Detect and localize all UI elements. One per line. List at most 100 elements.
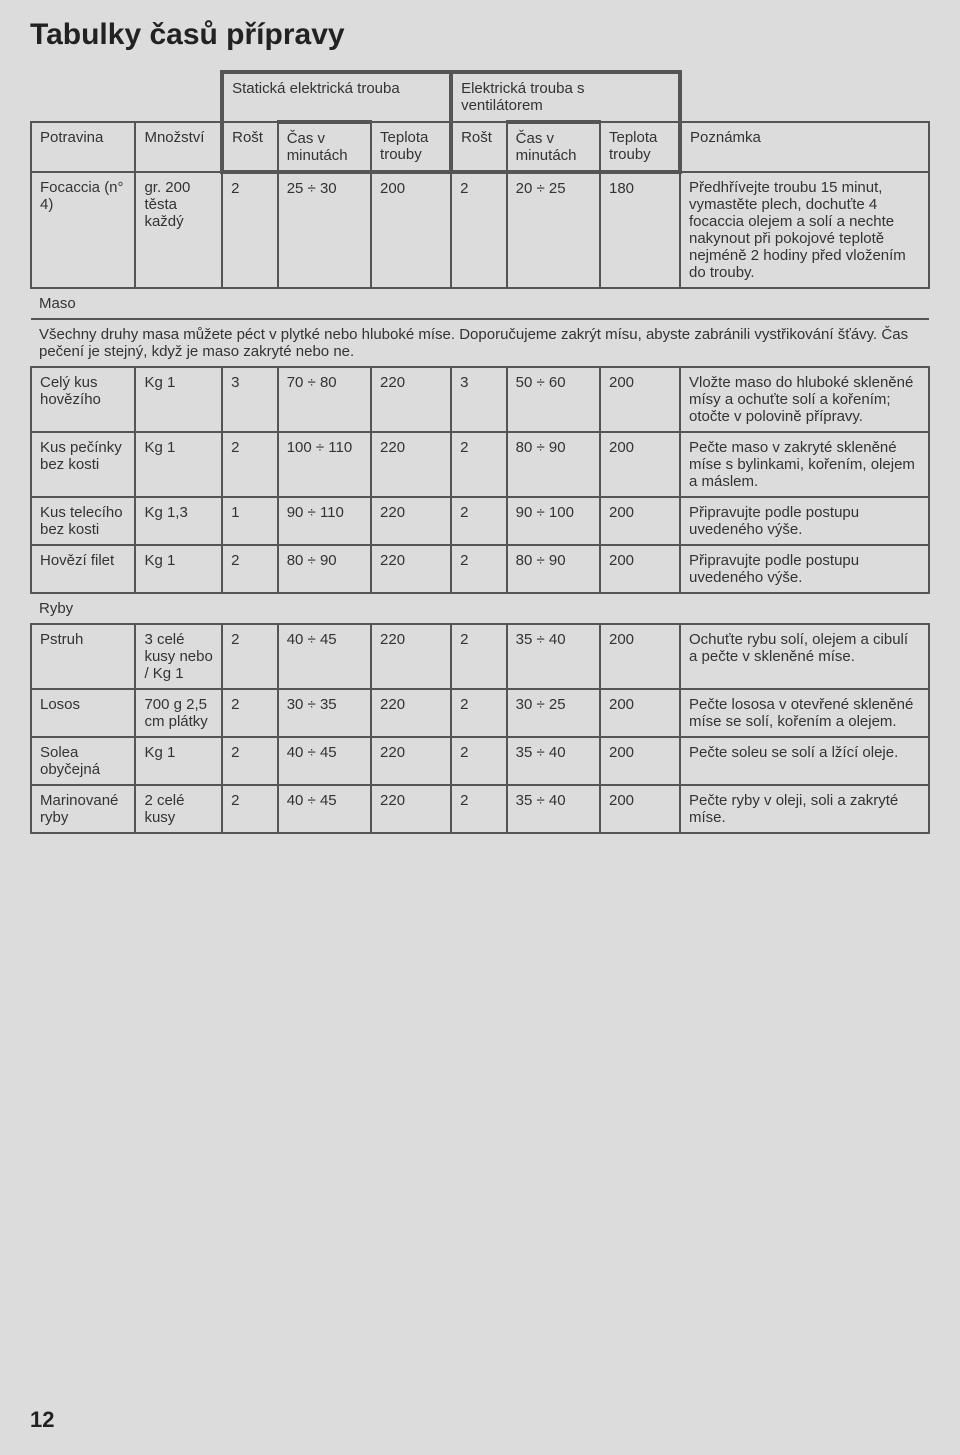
col-food: Potravina — [31, 122, 135, 172]
cell-temp: 180 — [600, 172, 680, 288]
cell-rack: 2 — [451, 172, 507, 288]
group-static-header: Statická elektrická trouba — [222, 72, 451, 122]
section-row: Maso — [31, 288, 929, 319]
cell-rack: 2 — [222, 172, 278, 288]
page-number: 12 — [30, 1407, 54, 1433]
table-row: Pstruh 3 celé kusy nebo / Kg 1 2 40 ÷ 45… — [31, 624, 929, 689]
cell-food: Pstruh — [31, 624, 135, 689]
cell-time: 50 ÷ 60 — [507, 367, 600, 432]
cell-temp: 200 — [600, 689, 680, 737]
cell-temp: 220 — [371, 624, 451, 689]
cell-qty: Kg 1 — [135, 432, 222, 497]
cell-rack: 3 — [222, 367, 278, 432]
cell-rack: 2 — [222, 689, 278, 737]
cell-note: Vložte maso do hluboké skleněné mísy a o… — [680, 367, 929, 432]
col-time: Čas v minutách — [507, 122, 600, 172]
cell-qty: gr. 200 těsta každý — [135, 172, 222, 288]
group-fan-header: Elektrická trouba s ventilátorem — [451, 72, 680, 122]
cell-temp: 220 — [371, 689, 451, 737]
cell-temp: 220 — [371, 737, 451, 785]
cell-qty: Kg 1 — [135, 367, 222, 432]
cell-note: Připravujte podle postupu uvedeného výše… — [680, 545, 929, 593]
cell-time: 40 ÷ 45 — [278, 785, 371, 833]
table-row: Losos 700 g 2,5 cm plátky 2 30 ÷ 35 220 … — [31, 689, 929, 737]
cell-temp: 200 — [371, 172, 451, 288]
page: Tabulky časů přípravy Statická elektrick… — [0, 0, 960, 1455]
cell-food: Hovězí filet — [31, 545, 135, 593]
cell-rack: 1 — [222, 497, 278, 545]
cell-food: Losos — [31, 689, 135, 737]
cell-food: Kus telecího bez kosti — [31, 497, 135, 545]
cell-food: Focaccia (n° 4) — [31, 172, 135, 288]
cell-time: 80 ÷ 90 — [278, 545, 371, 593]
section-maso-label: Maso — [31, 288, 929, 319]
cell-temp: 220 — [371, 367, 451, 432]
cell-time: 90 ÷ 110 — [278, 497, 371, 545]
table-row: Marinované ryby 2 celé kusy 2 40 ÷ 45 22… — [31, 785, 929, 833]
cell-rack: 2 — [222, 737, 278, 785]
section-ryby-label: Ryby — [31, 593, 929, 624]
cell-note: Pečte ryby v oleji, soli a zakryté míse. — [680, 785, 929, 833]
cell-time: 30 ÷ 25 — [507, 689, 600, 737]
cell-note: Pečte lososa v otevřené skleněné míse se… — [680, 689, 929, 737]
cell-rack: 2 — [451, 624, 507, 689]
cell-time: 80 ÷ 90 — [507, 432, 600, 497]
cell-rack: 2 — [222, 785, 278, 833]
page-title: Tabulky časů přípravy — [30, 18, 930, 52]
cell-time: 20 ÷ 25 — [507, 172, 600, 288]
cell-temp: 200 — [600, 545, 680, 593]
cell-temp: 200 — [600, 624, 680, 689]
cell-temp: 200 — [600, 785, 680, 833]
cell-note: Ochuťte rybu solí, olejem a cibulí a peč… — [680, 624, 929, 689]
cell-time: 30 ÷ 35 — [278, 689, 371, 737]
cooking-table: Statická elektrická trouba Elektrická tr… — [30, 70, 930, 834]
cell-time: 70 ÷ 80 — [278, 367, 371, 432]
cell-temp: 220 — [371, 497, 451, 545]
cell-time: 90 ÷ 100 — [507, 497, 600, 545]
cell-temp: 200 — [600, 367, 680, 432]
col-rack: Rošt — [222, 122, 278, 172]
cell-food: Celý kus hovězího — [31, 367, 135, 432]
col-qty: Množství — [135, 122, 222, 172]
header-group-row: Statická elektrická trouba Elektrická tr… — [31, 72, 929, 122]
section-text-row: Všechny druhy masa můžete péct v plytké … — [31, 319, 929, 367]
cell-time: 35 ÷ 40 — [507, 737, 600, 785]
cell-rack: 2 — [451, 785, 507, 833]
cell-temp: 200 — [600, 432, 680, 497]
table-row: Solea obyčejná Kg 1 2 40 ÷ 45 220 2 35 ÷… — [31, 737, 929, 785]
cell-rack: 3 — [451, 367, 507, 432]
col-time: Čas v minutách — [278, 122, 371, 172]
table-row: Kus pečínky bez kosti Kg 1 2 100 ÷ 110 2… — [31, 432, 929, 497]
table-row: Hovězí filet Kg 1 2 80 ÷ 90 220 2 80 ÷ 9… — [31, 545, 929, 593]
table-row: Celý kus hovězího Kg 1 3 70 ÷ 80 220 3 5… — [31, 367, 929, 432]
cell-rack: 2 — [222, 545, 278, 593]
cell-time: 35 ÷ 40 — [507, 624, 600, 689]
cell-note: Připravujte podle postupu uvedeného výše… — [680, 497, 929, 545]
col-rack: Rošt — [451, 122, 507, 172]
cell-qty: 700 g 2,5 cm plátky — [135, 689, 222, 737]
cell-rack: 2 — [451, 545, 507, 593]
cell-qty: Kg 1 — [135, 545, 222, 593]
cell-time: 80 ÷ 90 — [507, 545, 600, 593]
cell-temp: 200 — [600, 737, 680, 785]
cell-time: 100 ÷ 110 — [278, 432, 371, 497]
cell-rack: 2 — [222, 432, 278, 497]
cell-note: Pečte maso v zakryté skleněné míse s byl… — [680, 432, 929, 497]
section-row: Ryby — [31, 593, 929, 624]
cell-qty: 3 celé kusy nebo / Kg 1 — [135, 624, 222, 689]
cell-rack: 2 — [451, 689, 507, 737]
cell-temp: 200 — [600, 497, 680, 545]
cell-food: Marinované ryby — [31, 785, 135, 833]
cell-qty: Kg 1,3 — [135, 497, 222, 545]
col-temp: Teplota trouby — [600, 122, 680, 172]
col-note: Poznámka — [680, 122, 929, 172]
header-row: Potravina Množství Rošt Čas v minutách T… — [31, 122, 929, 172]
cell-rack: 2 — [222, 624, 278, 689]
table-row: Focaccia (n° 4) gr. 200 těsta každý 2 25… — [31, 172, 929, 288]
cell-time: 40 ÷ 45 — [278, 737, 371, 785]
cell-rack: 2 — [451, 737, 507, 785]
cell-food: Kus pečínky bez kosti — [31, 432, 135, 497]
cell-time: 35 ÷ 40 — [507, 785, 600, 833]
cell-rack: 2 — [451, 432, 507, 497]
cell-time: 40 ÷ 45 — [278, 624, 371, 689]
